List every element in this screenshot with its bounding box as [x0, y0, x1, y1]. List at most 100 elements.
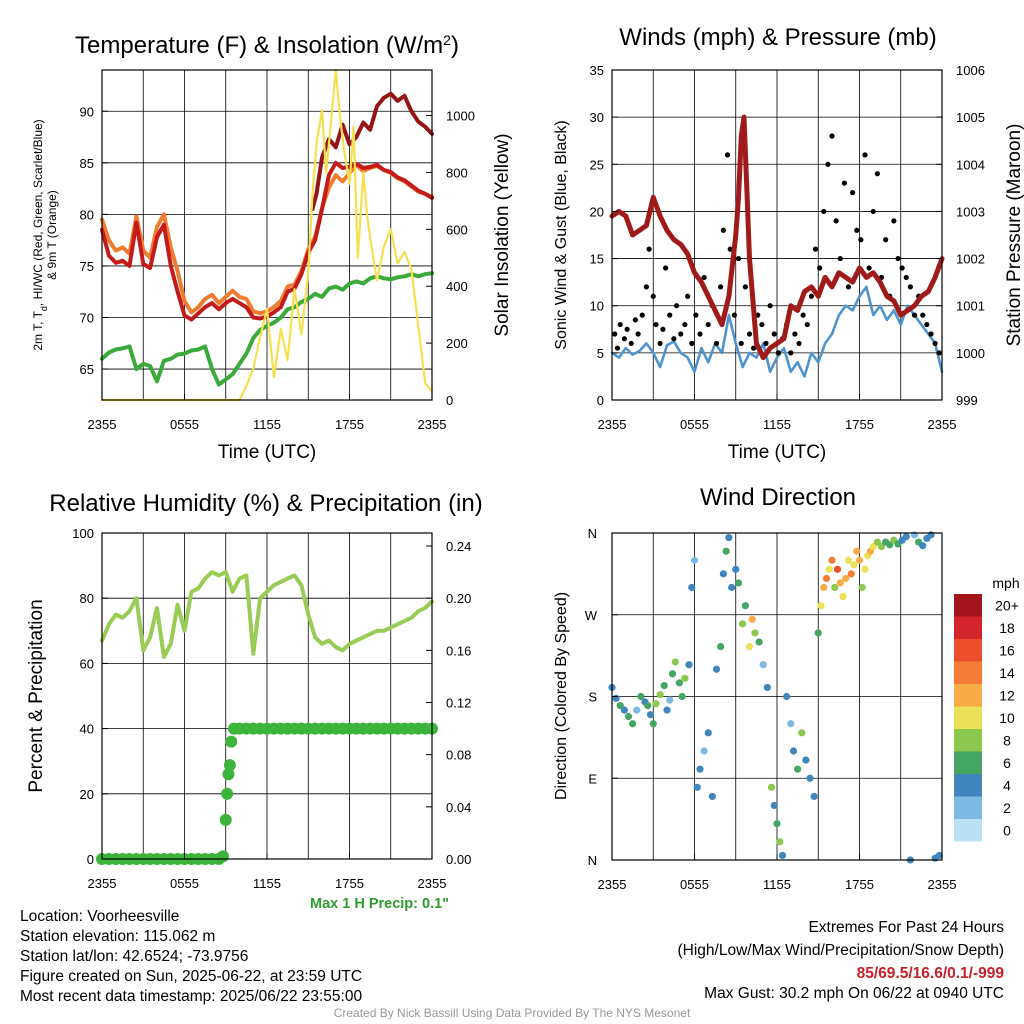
wind-direction-point [839, 592, 847, 601]
winds-ytick-label: 10 [590, 299, 604, 314]
humidity-xtick-label: 1755 [335, 876, 364, 891]
speed-legend-swatch [954, 616, 982, 639]
wind-direction-point [836, 579, 844, 587]
winds-xtick-label: 2355 [598, 417, 627, 432]
wind-direction-point [825, 565, 833, 573]
temperature-xtick-label: 2355 [88, 417, 117, 432]
gust-point [895, 255, 901, 262]
gust-point [796, 340, 802, 347]
humidity-ytick-label: 20 [80, 787, 94, 802]
station-elevation: Station elevation: 115.062 m [20, 928, 216, 945]
extremes-heading: Extremes For Past 24 Hours [808, 919, 1004, 936]
speed-legend-swatch [954, 661, 982, 684]
wind-direction-point [712, 665, 721, 673]
gust-point [899, 265, 905, 271]
wind-direction-point [833, 565, 842, 573]
winds-y2tick-label: 999 [956, 393, 978, 408]
winds-xtick-label: 1755 [845, 417, 874, 432]
gust-point [833, 218, 839, 224]
temperature-ytick-label: 75 [80, 259, 94, 274]
winds-ytick-label: 35 [590, 63, 604, 78]
wind-direction-point [778, 851, 787, 860]
gust-point [804, 321, 810, 328]
gust-point [850, 189, 856, 196]
wind-direction-point [858, 583, 866, 592]
wind-direction-point [745, 642, 754, 651]
winds-y2tick-label: 1004 [956, 157, 985, 172]
wind-direction-point [722, 547, 730, 555]
gust-point [643, 284, 649, 290]
gust-point [621, 336, 627, 342]
wind-direction-point [763, 683, 771, 692]
wind-direction-point [767, 783, 776, 791]
gust-point [667, 312, 673, 318]
wind-direction-xtick-label: 2355 [598, 877, 627, 892]
gust-point [653, 321, 659, 328]
humidity-ytick-label: 40 [80, 722, 94, 737]
humidity-ytick-label: 0 [87, 852, 94, 867]
gust-point [891, 218, 897, 224]
winds-ytick-label: 25 [590, 157, 604, 172]
wind-direction-point [748, 615, 756, 623]
wind-direction-point [717, 642, 725, 651]
gust-point [817, 265, 823, 271]
wind-direction-point [629, 720, 637, 728]
wind-direction-point [831, 583, 839, 592]
temperature-xlabel: Time (UTC) [218, 442, 317, 463]
gust-point [689, 340, 695, 347]
speed-legend-swatch [954, 594, 982, 617]
wind-direction-ytick-label: W [585, 608, 598, 623]
humidity-y2tick-label: 0.00 [446, 852, 471, 867]
wind-direction-point [663, 706, 671, 714]
humidity-ylabel: Percent & Precipitation [26, 599, 47, 792]
wind-direction-point [652, 700, 660, 708]
gust-point [639, 312, 645, 318]
winds-xtick-label: 1155 [763, 417, 791, 432]
temperature-ylabel-line2: & 9m T (Orange) [45, 190, 59, 280]
humidity-xtick-label: 2355 [418, 876, 447, 891]
sonic-wind-line [610, 285, 944, 378]
speed-legend-label: 0 [1003, 822, 1011, 838]
gust-point [624, 326, 630, 332]
gust-point [841, 180, 847, 186]
gust-point [682, 321, 688, 328]
wind-direction-point [820, 583, 828, 592]
wind-direction-point [902, 533, 910, 541]
max-gust: Max Gust: 30.2 mph On 06/22 at 0940 UTC [704, 985, 1004, 1002]
winds-y2tick-label: 1002 [956, 252, 985, 267]
gust-point [735, 255, 742, 262]
speed-legend-swatch [954, 729, 982, 752]
wind-direction-point [644, 701, 652, 710]
speed-legend-title: mph [992, 575, 1019, 591]
wind-direction-point [910, 531, 919, 539]
speed-legend-label: 14 [999, 665, 1015, 681]
gust-point [858, 237, 864, 243]
relative-humidity-line [100, 570, 434, 659]
wind-direction-point [814, 629, 822, 637]
gust-point [628, 340, 634, 347]
temperature-ytick-label: 70 [80, 311, 94, 326]
speed-legend-swatch [954, 751, 982, 774]
gust-point [911, 312, 918, 318]
wind-direction-point [732, 565, 740, 573]
winds-ytick-label: 0 [597, 393, 604, 408]
gust-point [837, 255, 843, 262]
wind-direction-point [700, 747, 708, 755]
precip-point [217, 850, 229, 863]
speed-legend-label: 20+ [995, 597, 1019, 613]
humidity-ytick-label: 80 [80, 591, 94, 606]
wind-direction-point [935, 851, 943, 860]
winds-panel: Winds (mph) & Pressure (mb) 2355 0555 1155… [553, 24, 1024, 463]
speed-legend-label: 4 [1003, 777, 1011, 793]
winds-ytick-label: 20 [590, 204, 604, 219]
wind-direction-point [755, 638, 763, 646]
winds-y2tick-label: 1005 [956, 110, 985, 125]
wind-direction-xtick-label: 1155 [763, 877, 791, 892]
wind-direction-point [828, 556, 836, 564]
gust-point [928, 331, 934, 337]
winds-title: Winds (mph) & Pressure (mb) [619, 24, 936, 51]
wind-direction-point [633, 706, 641, 714]
precip-point [222, 768, 235, 781]
gust-point [903, 274, 909, 281]
wind-direction-point [847, 570, 855, 578]
